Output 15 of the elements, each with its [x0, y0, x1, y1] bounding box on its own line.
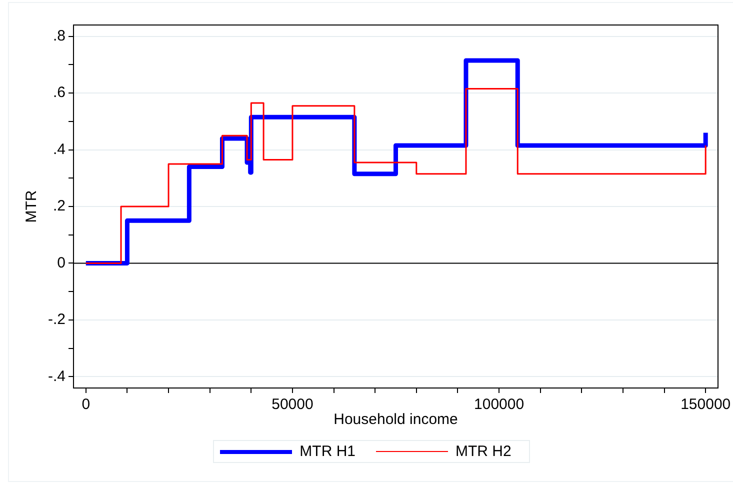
x-tick-label: 100000	[474, 396, 524, 414]
legend-label: MTR H1	[300, 443, 356, 460]
y-tick-label: .6	[52, 84, 66, 102]
y-tick-label: -.2	[48, 311, 66, 328]
x-tick-label: 0	[82, 396, 90, 414]
y-tick-label: .8	[52, 27, 66, 44]
legend-label: MTR H2	[456, 443, 512, 460]
x-tick-label: 50000	[272, 396, 314, 414]
y-axis-title: MTR	[23, 190, 40, 223]
y-tick-label: .4	[52, 140, 66, 158]
y-tick-label: -.4	[48, 368, 66, 385]
y-tick-label: .2	[52, 198, 66, 215]
x-tick-label: 150000	[680, 396, 731, 414]
y-tick-label: 0	[57, 254, 66, 272]
x-axis-title: Household income	[334, 411, 458, 428]
